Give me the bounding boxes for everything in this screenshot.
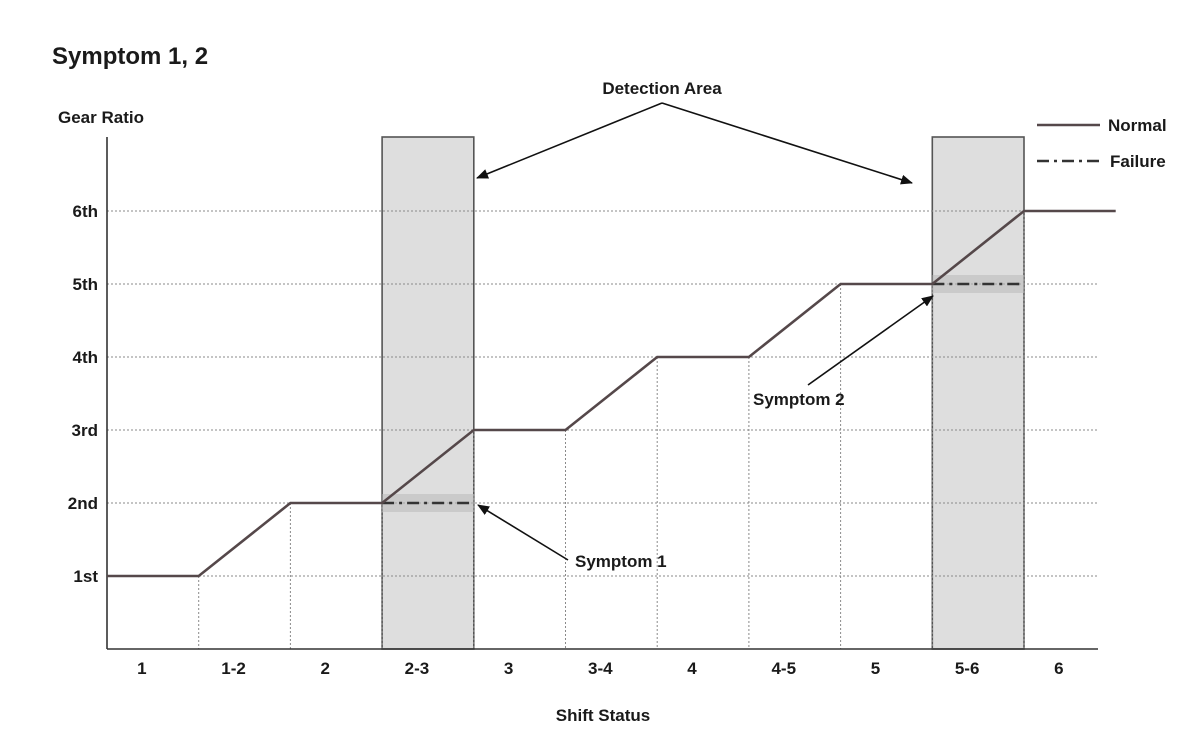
series-lines bbox=[107, 209, 1116, 578]
x-tick-label: 3 bbox=[504, 659, 513, 678]
detection-area-rect-2 bbox=[931, 136, 1025, 650]
detection-area-arrow-right bbox=[661, 102, 913, 185]
symptom1-annotation: Symptom 1 bbox=[575, 552, 667, 571]
detection-area-rect-1 bbox=[381, 136, 475, 650]
failure-band-2 bbox=[932, 275, 1024, 293]
x-tick-label: 5-6 bbox=[955, 659, 980, 678]
y-tick-label: 1st bbox=[73, 567, 98, 586]
legend-normal-label: Normal bbox=[1108, 116, 1167, 135]
normal-line bbox=[107, 209, 1116, 578]
x-tick-label: 1-2 bbox=[221, 659, 246, 678]
failure-band-1 bbox=[382, 494, 474, 512]
symptom1-arrow bbox=[477, 504, 569, 561]
symptom2-annotation: Symptom 2 bbox=[753, 390, 845, 409]
x-tick-label: 5 bbox=[871, 659, 880, 678]
detection-area-annotation: Detection Area bbox=[602, 79, 722, 98]
detection-area-arrow-left bbox=[476, 102, 663, 179]
x-tick-label: 1 bbox=[137, 659, 146, 678]
x-tick-label: 2 bbox=[321, 659, 330, 678]
y-tick-label: 3rd bbox=[72, 421, 98, 440]
y-tick-label: 2nd bbox=[68, 494, 98, 513]
y-axis-label: Gear Ratio bbox=[58, 108, 144, 127]
y-tick-label: 6th bbox=[73, 202, 99, 221]
x-axis-label: Shift Status bbox=[556, 706, 650, 725]
x-tick-label: 3-4 bbox=[588, 659, 613, 678]
x-tick-label: 2-3 bbox=[405, 659, 430, 678]
x-tick-label: 4-5 bbox=[771, 659, 796, 678]
y-tick-label: 4th bbox=[73, 348, 99, 367]
chart-title: Symptom 1, 2 bbox=[52, 43, 208, 70]
detection-areas bbox=[381, 136, 1025, 650]
symptom2-arrow bbox=[807, 295, 934, 386]
annotations: Detection Area Symptom 1 Symptom 2 bbox=[476, 79, 934, 571]
x-tick-label: 6 bbox=[1054, 659, 1063, 678]
y-tick-labels: 1st 2nd 3rd 4th 5th 6th bbox=[68, 202, 99, 586]
legend-failure-label: Failure bbox=[1110, 152, 1166, 171]
x-tick-label: 4 bbox=[687, 659, 697, 678]
x-tick-labels: 1 1-2 2 2-3 3 3-4 4 4-5 5 5-6 6 bbox=[137, 659, 1063, 678]
legend: Normal Failure bbox=[1037, 116, 1167, 171]
axes bbox=[106, 137, 1098, 650]
y-tick-label: 5th bbox=[73, 275, 99, 294]
